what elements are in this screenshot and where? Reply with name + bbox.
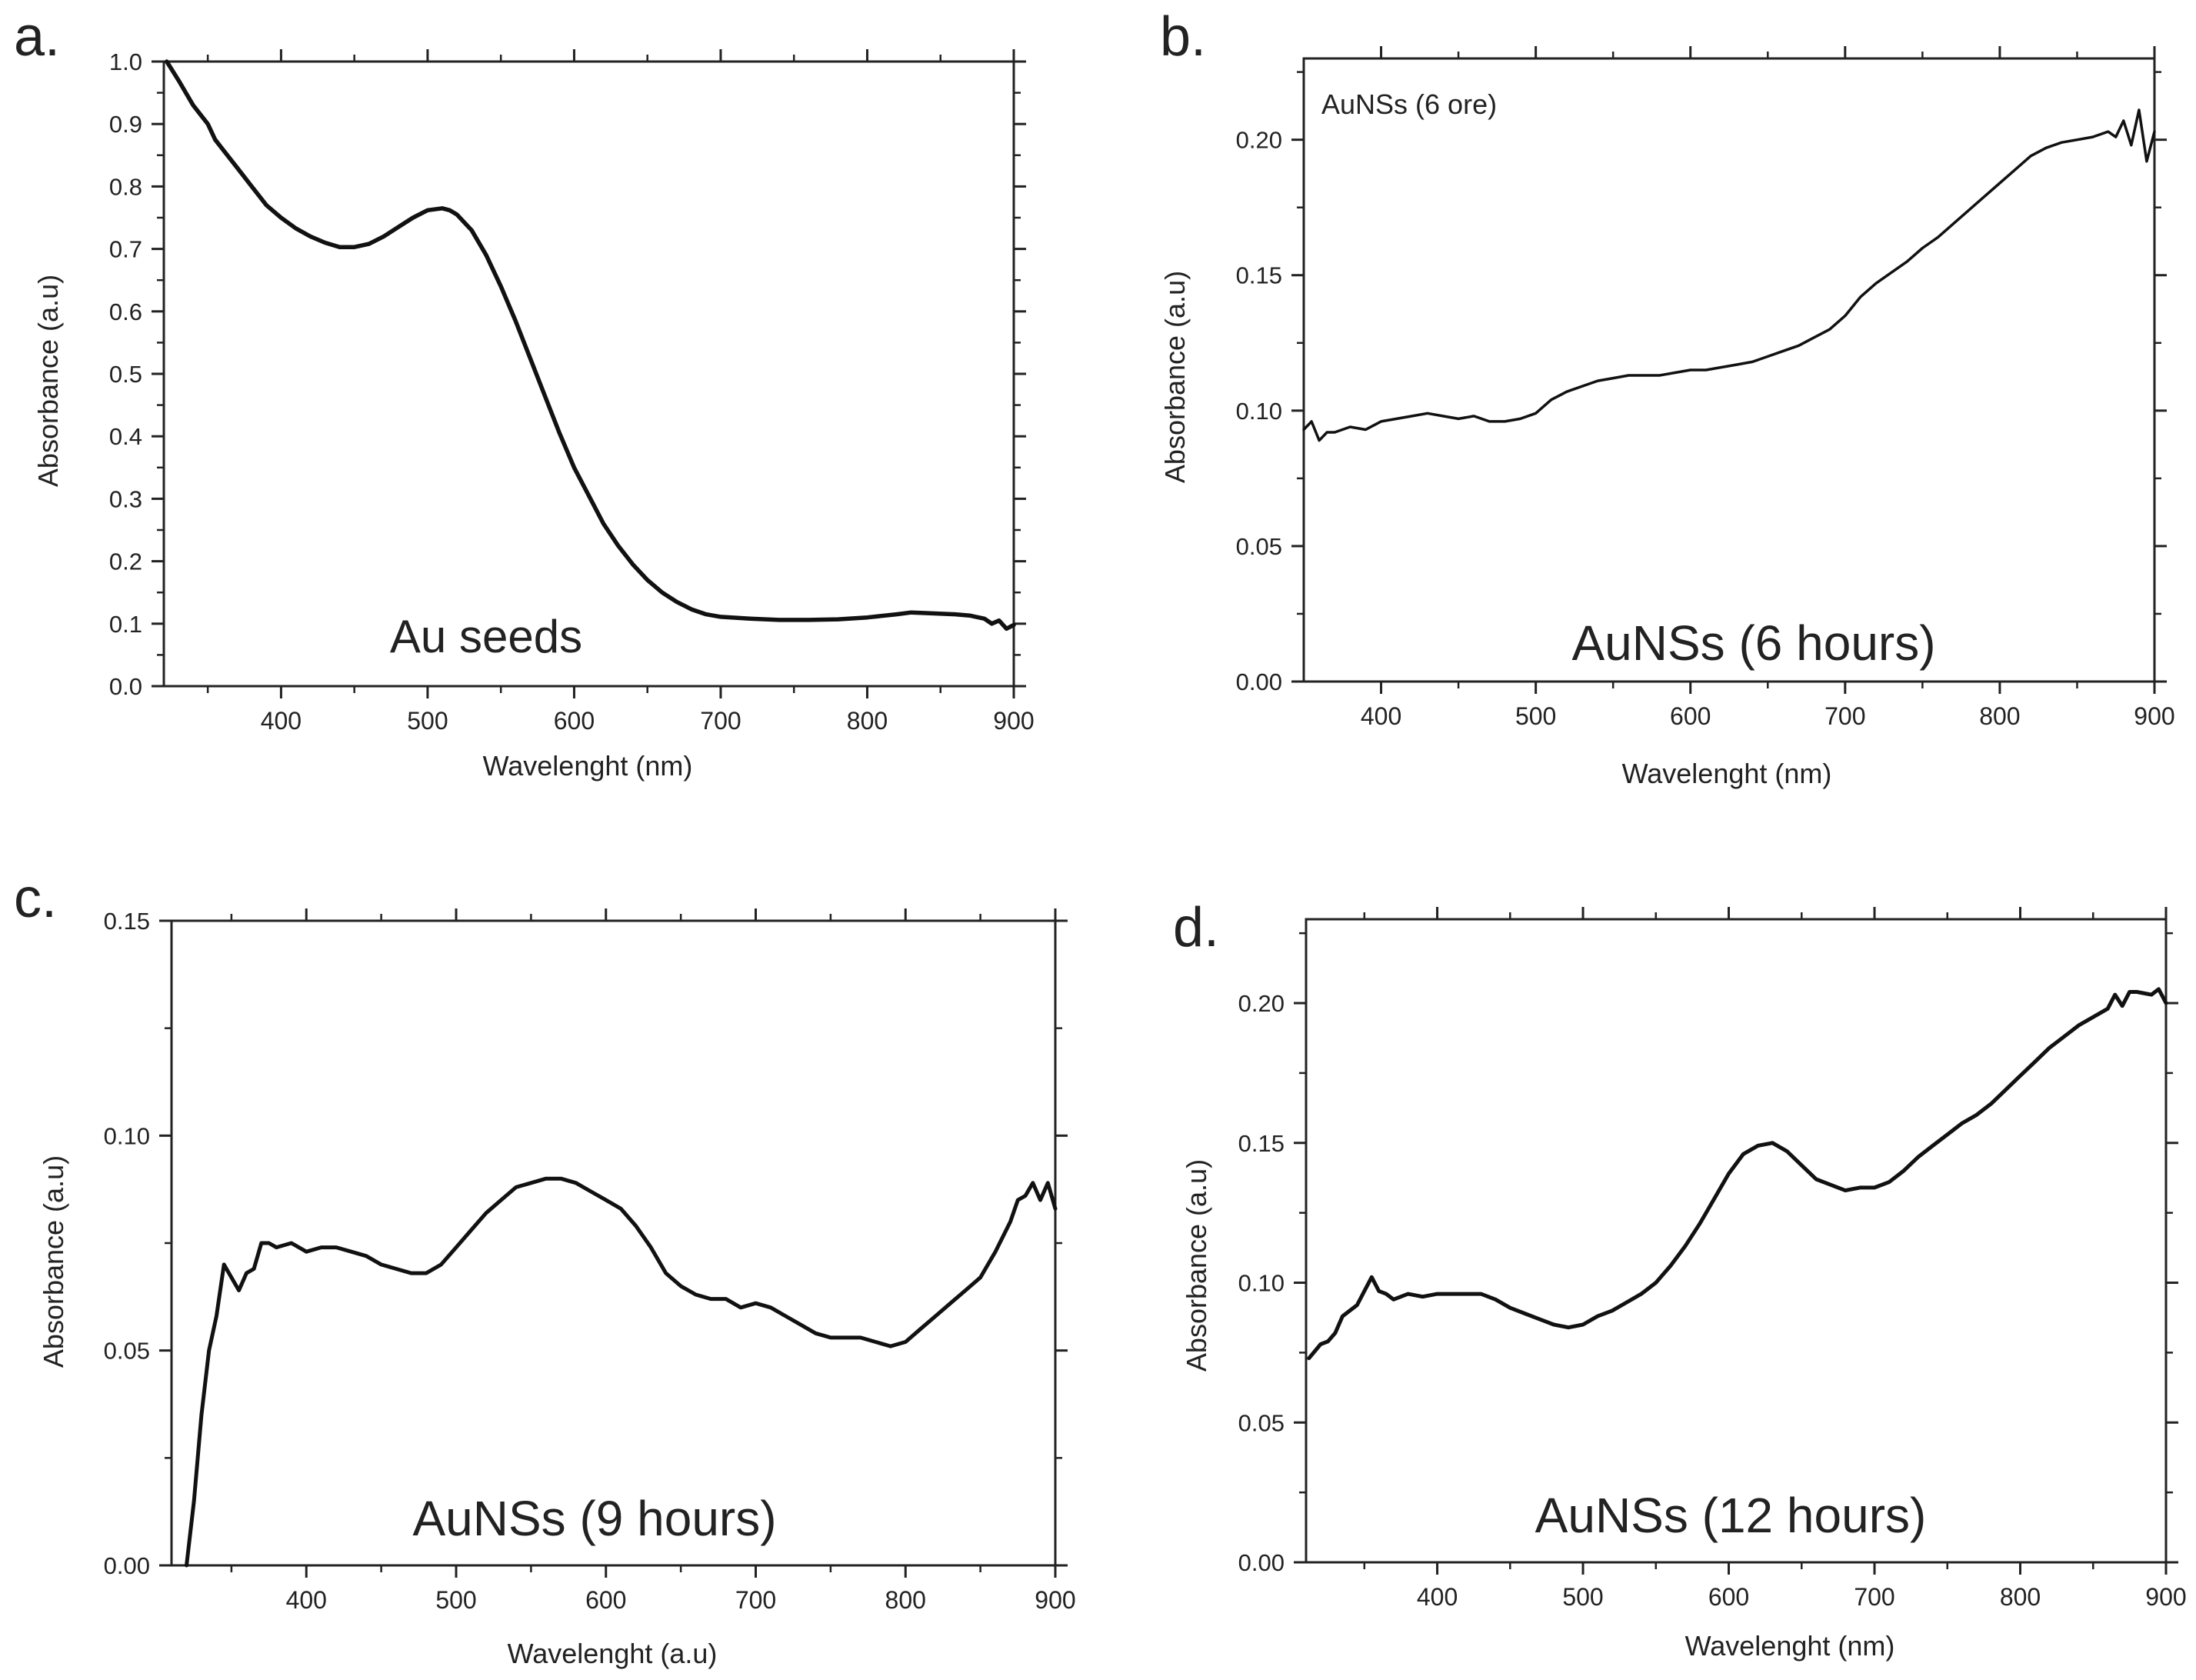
axis-label-x-a: Wavelenght (nm) <box>483 750 693 782</box>
x-tick-label-d: 500 <box>1562 1583 1603 1611</box>
panel-d: d. Wavelenght (nm) Absorbance (a.u) AuNS… <box>1173 897 2187 1662</box>
x-tick-label-d: 400 <box>1417 1583 1458 1611</box>
axis-label-y-a: Absorbance (a.u) <box>32 275 64 487</box>
x-tick-label-c: 400 <box>286 1586 327 1614</box>
plot-frame-c <box>170 919 1057 1567</box>
x-tick-label-a: 600 <box>554 707 595 735</box>
panel-label-c: c. <box>14 868 57 929</box>
x-tick-label-c: 900 <box>1035 1586 1075 1614</box>
annotation-c: AuNSs (9 hours) <box>412 1491 776 1546</box>
y-tick-label-b: 0.20 <box>1236 127 1282 154</box>
y-tick-label-a: 0.0 <box>109 673 142 700</box>
y-tick-label-b: 0.00 <box>1236 668 1282 695</box>
y-tick-label-d: 0.00 <box>1238 1549 1285 1576</box>
x-tick-label-b: 600 <box>1670 702 1711 730</box>
axis-label-y-b: Absorbance (a.u) <box>1159 271 1191 483</box>
panel-c: c. Wavelenght (a.u) Absorbance (a.u) AuN… <box>14 868 1076 1669</box>
y-tick-label-d: 0.10 <box>1238 1270 1285 1297</box>
plot-frame-a <box>162 60 1015 688</box>
series-line-d <box>1307 987 2168 1361</box>
x-tick-label-c: 600 <box>585 1586 626 1614</box>
axis-label-x-d: Wavelenght (nm) <box>1685 1630 1895 1662</box>
y-tick-label-d: 0.20 <box>1238 990 1285 1017</box>
series-line-c <box>185 1176 1058 1568</box>
y-tick-label-c: 0.10 <box>104 1122 150 1149</box>
axis-label-y-c: Absorbance (a.u) <box>38 1155 69 1368</box>
plot-frame-d <box>1305 918 2168 1564</box>
y-tick-label-a: 0.2 <box>109 548 142 575</box>
y-tick-label-a: 0.1 <box>109 611 142 638</box>
panel-b: b. Wavelenght (nm) Absorbance (a.u) AuNS… <box>1159 6 2175 789</box>
x-tick-label-b: 500 <box>1515 702 1556 730</box>
x-tick-label-a: 400 <box>261 707 302 735</box>
y-tick-label-a: 0.7 <box>109 236 142 263</box>
y-tick-label-a: 0.3 <box>109 485 142 512</box>
panel-label-b: b. <box>1160 6 1206 68</box>
legend-label-b: AuNSs (6 ore) <box>1321 88 1497 120</box>
panel-label-d: d. <box>1173 897 1219 958</box>
panel-a: a. Wavelenght (nm) Absorbance (a.u) Au s… <box>14 6 1035 782</box>
axis-label-y-d: Absorbance (a.u) <box>1181 1159 1212 1372</box>
y-tick-label-d: 0.05 <box>1238 1409 1285 1436</box>
y-tick-label-b: 0.10 <box>1236 398 1282 425</box>
y-tick-label-a: 1.0 <box>109 48 142 75</box>
series-line-b <box>1302 108 2156 442</box>
annotation-a: Au seeds <box>390 611 582 662</box>
y-tick-label-a: 0.4 <box>109 423 142 450</box>
y-tick-label-a: 0.5 <box>109 361 142 388</box>
plot-frame-b <box>1302 57 2156 683</box>
y-tick-label-b: 0.15 <box>1236 262 1282 289</box>
x-tick-label-b: 900 <box>2134 702 2174 730</box>
x-tick-label-d: 800 <box>2000 1583 2041 1611</box>
y-tick-label-c: 0.15 <box>104 908 150 935</box>
series-line-a <box>165 59 1016 632</box>
x-tick-label-d: 600 <box>1708 1583 1749 1611</box>
axis-label-x-b: Wavelenght (nm) <box>1622 758 1832 789</box>
x-tick-label-a: 800 <box>847 707 888 735</box>
x-tick-label-b: 800 <box>1979 702 2020 730</box>
annotation-d: AuNSs (12 hours) <box>1535 1488 1927 1543</box>
x-tick-label-d: 700 <box>1854 1583 1894 1611</box>
panel-label-a: a. <box>14 6 60 68</box>
y-tick-label-c: 0.05 <box>104 1338 150 1365</box>
x-tick-label-c: 800 <box>885 1586 926 1614</box>
x-tick-label-b: 700 <box>1824 702 1865 730</box>
x-tick-label-c: 700 <box>735 1586 776 1614</box>
y-tick-label-a: 0.6 <box>109 298 142 325</box>
x-tick-label-a: 700 <box>700 707 741 735</box>
x-tick-label-b: 400 <box>1361 702 1401 730</box>
x-tick-label-a: 900 <box>993 707 1034 735</box>
y-tick-label-a: 0.8 <box>109 173 142 200</box>
y-tick-label-c: 0.00 <box>104 1552 150 1579</box>
annotation-b: AuNSs (6 hours) <box>1571 615 1935 671</box>
x-tick-label-a: 500 <box>407 707 448 735</box>
x-tick-label-c: 500 <box>435 1586 476 1614</box>
x-tick-label-d: 900 <box>2145 1583 2186 1611</box>
y-tick-label-d: 0.15 <box>1238 1130 1285 1157</box>
axis-label-x-c: Wavelenght (a.u) <box>508 1638 718 1669</box>
y-tick-label-b: 0.05 <box>1236 533 1282 560</box>
y-tick-label-a: 0.9 <box>109 111 142 138</box>
